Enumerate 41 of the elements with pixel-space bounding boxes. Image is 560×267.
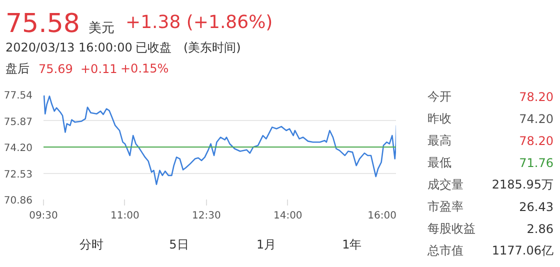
text: 2185.95万: [492, 178, 554, 192]
text: 1177.06亿: [492, 244, 554, 258]
text: 71.76: [519, 156, 554, 170]
text: 26.43: [519, 200, 554, 214]
text: 美元: [88, 20, 114, 36]
text: 1月: [256, 238, 276, 252]
text: 75.69: [38, 62, 73, 76]
x-tick-label: 14:00: [273, 210, 302, 222]
text: 市盈率: [428, 200, 464, 214]
text: 成交量: [428, 178, 464, 192]
line-series: [44, 94, 396, 186]
x-tick-label: 16:00: [368, 210, 397, 222]
text: 2020/03/13 16:00:00: [6, 40, 132, 54]
x-tick-label: 12:30: [192, 210, 221, 222]
text: 盘后: [6, 62, 30, 76]
text: 78.20: [519, 134, 554, 148]
text: 最高: [428, 134, 452, 148]
text: 最低: [428, 156, 452, 170]
text: 昨收: [428, 112, 452, 126]
text: 75.58: [6, 9, 80, 39]
y-tick-label: 77.54: [4, 90, 33, 102]
text: 78.20: [519, 90, 554, 104]
text: 2.86: [526, 222, 554, 236]
x-tick-label: 11:00: [110, 210, 140, 222]
x-tick-label: 09:30: [29, 210, 58, 222]
text: +0.15%: [120, 62, 169, 76]
y-tick-label: 74.20: [4, 143, 33, 154]
text: 74.20: [519, 112, 554, 126]
y-tick-label: 75.87: [4, 116, 33, 128]
y-tick-label: 70.86: [4, 196, 33, 206]
text: +1.38 (+1.86%): [126, 12, 273, 33]
text: 每股收益: [428, 222, 476, 236]
y-tick-label: 72.53: [4, 169, 33, 180]
text: 总市值: [426, 244, 464, 258]
text: +0.11: [80, 62, 118, 76]
text: 今开: [428, 90, 452, 104]
text: 分时: [80, 238, 104, 252]
text: 1年: [342, 238, 362, 252]
text: (美东时间): [184, 40, 241, 54]
text: 已收盘: [136, 40, 172, 54]
text: 5日: [169, 238, 189, 252]
